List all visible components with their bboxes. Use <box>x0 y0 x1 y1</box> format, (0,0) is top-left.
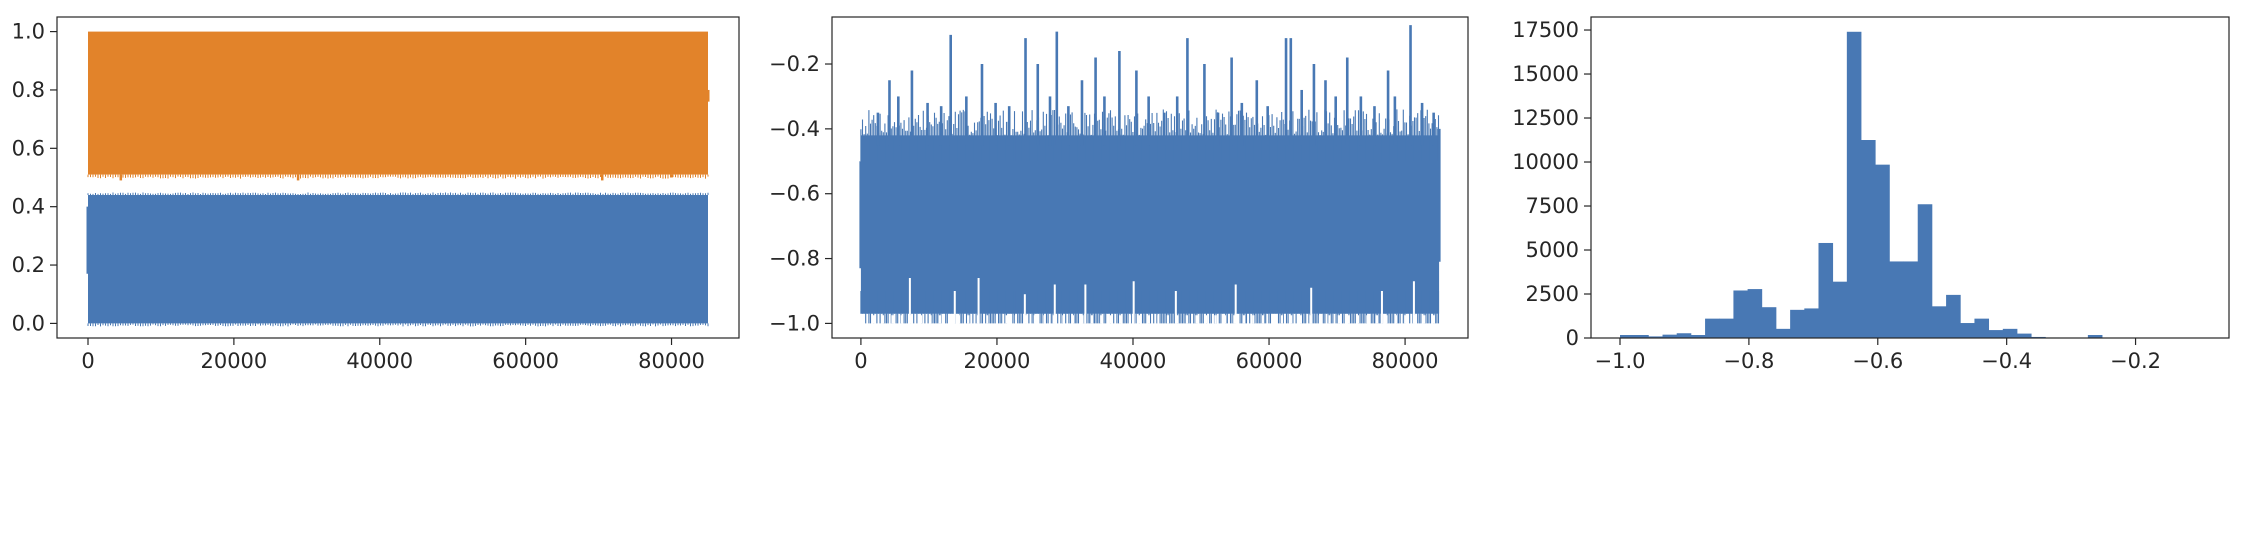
x-tick-label: 0 <box>81 349 94 373</box>
y-tick-label: −0.4 <box>769 117 820 141</box>
histogram-bar <box>1861 140 1876 338</box>
y-tick-label: −0.8 <box>769 247 820 271</box>
x-tick-label: −0.4 <box>1981 349 2032 373</box>
histogram-bar <box>1747 289 1763 338</box>
x-tick-label: −0.6 <box>1852 349 1903 373</box>
histogram-bar <box>1974 318 1990 338</box>
histogram-bar <box>1988 330 2004 338</box>
y-tick-label: 0.0 <box>12 311 45 335</box>
histogram-bar <box>1719 318 1734 338</box>
series-orange <box>87 31 710 181</box>
y-tick-label: 17500 <box>1512 18 1579 42</box>
histogram-bars <box>1620 31 2216 339</box>
axes-frame <box>1590 16 2230 339</box>
y-tick-label: 0.8 <box>12 78 45 102</box>
x-tick-label: 0 <box>854 349 867 373</box>
line-chart-single-series: 0 20000 40000 60000 80000 −1.0 −0.8 −0.6 −0.4 −0.… <box>769 16 1469 373</box>
histogram-bar <box>1832 281 1848 338</box>
series-blue <box>86 192 709 327</box>
y-tick-label: 15000 <box>1512 62 1579 86</box>
histogram-bar <box>1804 308 1819 338</box>
series-bottom-gaps <box>862 315 1435 324</box>
x-tick-label: 80000 <box>638 349 705 373</box>
histogram-bar <box>1790 309 1805 338</box>
histogram-bar <box>1761 307 1777 338</box>
histogram-bar <box>2016 333 2032 338</box>
histogram-bar <box>1875 164 1890 338</box>
y-tick-label: −0.6 <box>769 182 820 206</box>
y-tick-label: −1.0 <box>769 311 820 335</box>
histogram-bar <box>1931 306 1947 338</box>
histogram-chart: −1.0 −0.8 −0.6 −0.4 −0.2 0 2500 5000 7500 10000 12… <box>1512 16 2230 373</box>
histogram-bar <box>1634 335 1649 338</box>
histogram-bar <box>1946 294 1961 338</box>
series-orange-band <box>88 31 708 175</box>
histogram-bar <box>1676 333 1692 338</box>
x-tick-label: 60000 <box>1236 349 1303 373</box>
y-tick-label: 7500 <box>1526 194 1579 218</box>
y-tick-label: 10000 <box>1512 150 1579 174</box>
x-tick-label: 20000 <box>200 349 267 373</box>
y-tick-label: 0.6 <box>12 136 45 160</box>
line-chart-two-series: 0 20000 40000 60000 80000 0.0 0.2 0.4 0.6 0.8 1.0 <box>12 16 740 373</box>
x-tick-label: 60000 <box>492 349 559 373</box>
histogram-bar <box>1889 261 1904 338</box>
y-tick-label: 0.4 <box>12 195 45 219</box>
y-tick-label: 0.2 <box>12 253 45 277</box>
histogram-bar <box>1662 334 1678 338</box>
histogram-bar <box>2087 335 2103 338</box>
x-tick-label: 40000 <box>1100 349 1167 373</box>
series-line <box>859 25 1441 324</box>
histogram-bar <box>1818 242 1834 338</box>
series-body <box>860 135 1440 314</box>
histogram-bar <box>1733 290 1748 338</box>
x-tick-label: −1.0 <box>1595 349 1646 373</box>
axes-frame <box>56 16 740 339</box>
y-tick-label: 1.0 <box>12 20 45 44</box>
series-orange-lower-edge <box>87 174 709 179</box>
x-tick-label: 80000 <box>1372 349 1439 373</box>
y-tick-label: 12500 <box>1512 106 1579 130</box>
histogram-bar <box>1648 336 1663 338</box>
y-tick-label: 2500 <box>1526 282 1579 306</box>
histogram-bar <box>1903 261 1919 338</box>
histogram-bar <box>1690 335 1706 338</box>
histogram-bar <box>1960 323 1975 338</box>
axes-frame <box>831 16 1469 339</box>
y-tick-label: 0 <box>1566 326 1579 350</box>
y-tick-label: 5000 <box>1526 238 1579 262</box>
histogram-bar <box>1620 335 1635 338</box>
histogram-bar <box>2002 328 2018 338</box>
histogram-bar <box>1846 31 1862 339</box>
histogram-bar <box>1917 204 1933 338</box>
series-blue-band <box>88 195 708 324</box>
series-blue-edges <box>87 192 709 327</box>
histogram-bar <box>1705 318 1720 338</box>
x-tick-label: −0.8 <box>1723 349 1774 373</box>
x-tick-label: 40000 <box>346 349 413 373</box>
histogram-bar <box>1775 328 1791 338</box>
y-tick-label: −0.2 <box>769 52 820 76</box>
x-tick-label: −0.2 <box>2110 349 2161 373</box>
x-tick-label: 20000 <box>964 349 1031 373</box>
